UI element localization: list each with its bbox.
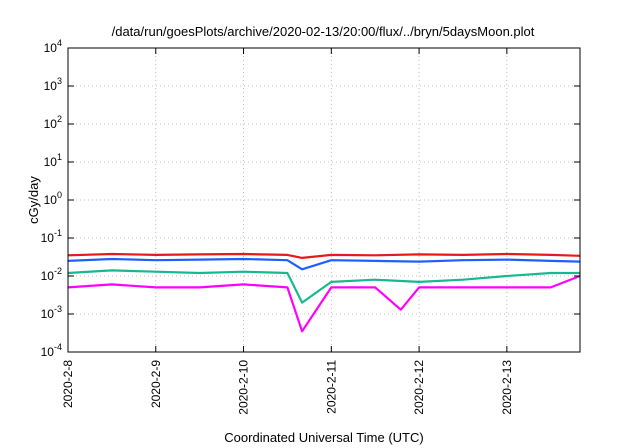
y-tick-label: 10-1 — [41, 228, 62, 245]
x-tick-label: 2020-2-10 — [237, 360, 251, 415]
chart-title: /data/run/goesPlots/archive/2020-02-13/2… — [112, 24, 535, 39]
y-tick-label: 100 — [44, 190, 62, 207]
y-tick-label: 104 — [44, 38, 62, 55]
series-line-2 — [67, 269, 580, 304]
y-tick-label: 102 — [44, 114, 62, 131]
x-tick-label: 2020-2-9 — [149, 360, 163, 408]
x-axis: 2020-2-8 2020-2-9 2020-2-10 2020-2-11 2020-2… — [61, 48, 514, 415]
y-tick-label: 101 — [44, 152, 62, 169]
series-layer — [67, 252, 581, 333]
x-tick-label: 2020-2-12 — [412, 360, 426, 415]
y-tick-label: 103 — [44, 76, 62, 93]
x-tick-label: 2020-2-11 — [324, 360, 338, 414]
y-tick-label: 10-3 — [41, 304, 62, 321]
series-line-1 — [67, 257, 581, 271]
y-tick-label: 10-4 — [41, 342, 62, 359]
x-axis-label: Coordinated Universal Time (UTC) — [224, 430, 423, 445]
y-tick-label: 10-2 — [41, 266, 62, 283]
grid — [68, 48, 580, 352]
y-axis-label: cGy/day — [26, 176, 41, 224]
series-line-0 — [67, 252, 581, 259]
x-tick-label: 2020-2-13 — [500, 360, 514, 415]
series-line-3 — [67, 274, 581, 333]
x-tick-label: 2020-2-8 — [61, 360, 75, 408]
y-axis: 10-4 10-3 10-2 10-1 100 101 102 103 104 — [41, 38, 580, 359]
